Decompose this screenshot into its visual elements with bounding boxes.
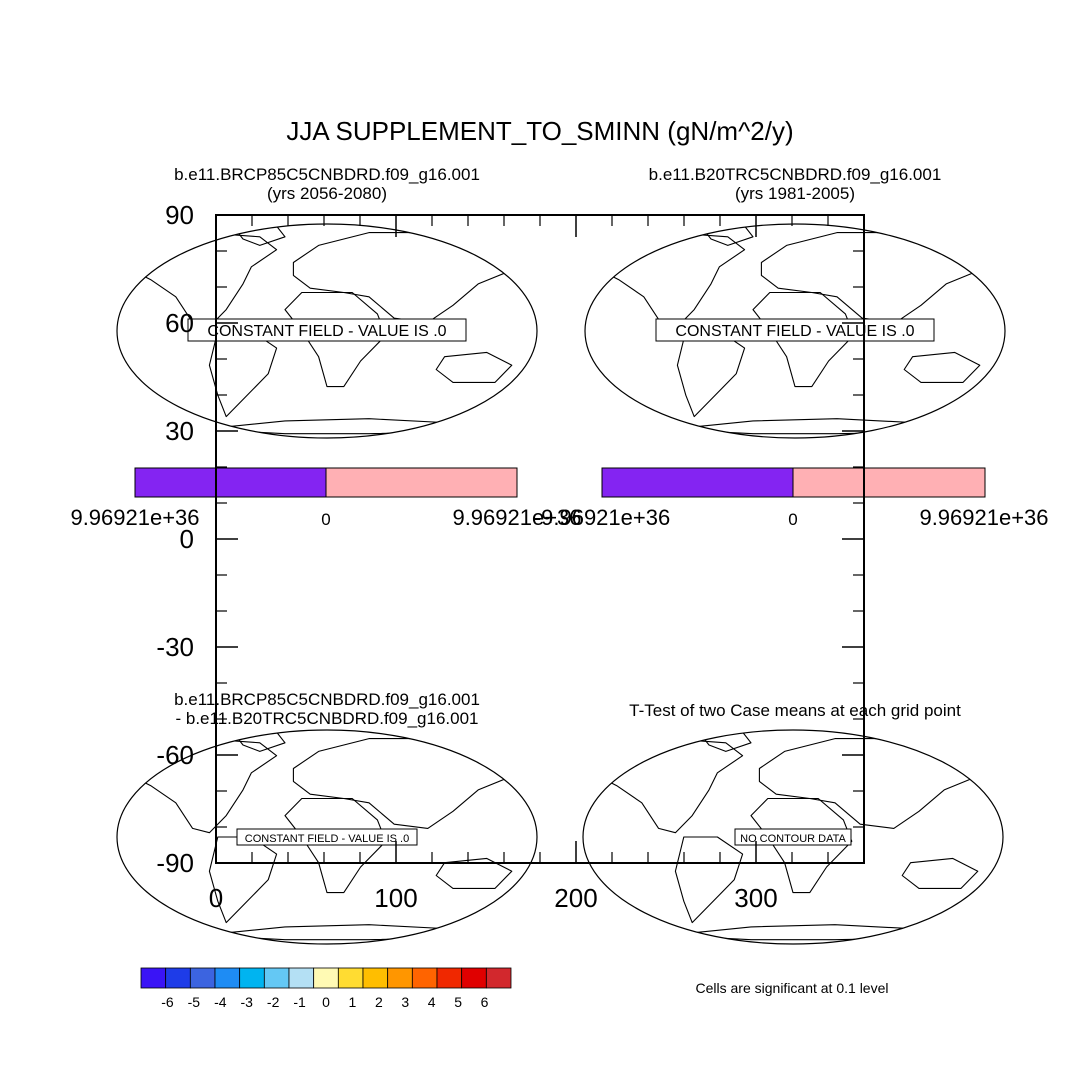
message-box-bottom-right	[734, 828, 852, 846]
message-bottom-left: CONSTANT FIELD - VALUE IS .0	[245, 833, 409, 845]
coastline-antarctica	[200, 924, 488, 941]
y-tick-label: 30	[165, 416, 194, 446]
coastline-north-america	[592, 232, 746, 328]
diff-colorbar-label: -1	[293, 994, 306, 1010]
map-top-left	[116, 223, 538, 439]
coastline-antarctica	[666, 924, 954, 941]
diff-colorbar-label: -5	[188, 994, 201, 1010]
diff-colorbar-label: -3	[240, 994, 253, 1010]
panel-case-bottom-left-line1: b.e11.BRCP85C5CNBDRD.f09_g16.001	[174, 690, 480, 709]
map-boundary	[584, 223, 1006, 439]
diff-colorbar-label: -6	[161, 994, 174, 1010]
diff-colorbar-swatch	[387, 967, 413, 989]
diff-colorbar-swatch	[140, 967, 167, 989]
diff-colorbar-swatch	[165, 967, 191, 989]
diff-colorbar-label: 2	[375, 994, 383, 1010]
message-bottom-right: NO CONTOUR DATA	[740, 833, 846, 845]
figure-title: JJA SUPPLEMENT_TO_SMINN (gN/m^2/y)	[286, 116, 793, 146]
coastline-australia	[903, 351, 981, 383]
diff-colorbar-label: 5	[454, 994, 462, 1010]
message-top-left: CONSTANT FIELD - VALUE IS .0	[207, 323, 446, 340]
diff-colorbar-swatch	[189, 967, 216, 989]
coastline-south-america	[208, 330, 278, 418]
coastline-australia	[435, 857, 513, 889]
colorbar-top-left-label-mid: 0	[321, 510, 330, 529]
diff-colorbar-label: 1	[349, 994, 357, 1010]
y-tick-label: -30	[156, 632, 194, 662]
y-tick-label: 90	[165, 200, 194, 230]
x-tick-label: 200	[554, 883, 597, 913]
diff-colorbar-swatch	[436, 967, 463, 989]
diff-colorbar-swatch	[313, 967, 339, 989]
diff-colorbar-label: -2	[267, 994, 280, 1010]
coastline-australia	[435, 351, 513, 383]
coastline-north-america	[124, 232, 278, 328]
colorbar-top-left-label-max: 9.96921e+36	[452, 505, 581, 530]
diff-colorbar-swatch	[263, 967, 290, 989]
coastline-africa	[750, 797, 853, 894]
diff-colorbar-label: 4	[428, 994, 436, 1010]
y-tick-label: 60	[165, 308, 194, 338]
y-tick-label: -60	[156, 740, 194, 770]
coastline-europe-asia	[292, 232, 521, 323]
difference-colorbar: -6 -5 -4 -3 -2 -1 0 1 2 3 4 5 6	[140, 967, 512, 1010]
diff-colorbar-swatch	[288, 967, 315, 989]
diff-colorbar-swatch	[362, 967, 389, 989]
coastline-south-america	[676, 330, 746, 418]
coastline-north-america	[124, 738, 278, 834]
panel-case-bottom-left-line2: - b.e11.B20TRC5CNBDRD.f09_g16.001	[175, 709, 478, 728]
panel-case-top-left: b.e11.BRCP85C5CNBDRD.f09_g16.001	[174, 165, 480, 184]
diff-colorbar-swatch	[214, 967, 241, 989]
message-top-right: CONSTANT FIELD - VALUE IS .0	[675, 323, 914, 340]
panel-title-bottom-right: T-Test of two Case means at each grid po…	[629, 701, 961, 720]
diff-colorbar-swatch	[239, 967, 265, 989]
diff-colorbar-swatch	[461, 967, 487, 989]
colorbar-top-right-label-max: 9.96921e+36	[919, 505, 1048, 530]
coastline-south-america	[674, 836, 744, 924]
diff-colorbar-label: 6	[481, 994, 489, 1010]
coastline-europe-asia	[758, 738, 987, 829]
diff-colorbar-label: 3	[401, 994, 409, 1010]
colorbar-top-left-swatch-high	[325, 467, 518, 498]
panel-case-top-right: b.e11.B20TRC5CNBDRD.f09_g16.001	[649, 165, 942, 184]
y-tick-label: -90	[156, 848, 194, 878]
diff-colorbar-swatch	[411, 967, 438, 989]
diff-colorbar-label: 0	[322, 994, 330, 1010]
map-boundary	[116, 223, 538, 439]
message-box-top-left	[187, 318, 467, 342]
panel-years-top-right: (yrs 1981-2005)	[735, 184, 855, 203]
coastline-antarctica	[200, 418, 488, 435]
message-box-bottom-left	[236, 828, 418, 846]
x-tick-label: 0	[209, 883, 223, 913]
y-tick-label: 0	[180, 524, 194, 554]
coastline-europe-asia	[292, 738, 521, 829]
colorbar-top-right-swatch-high	[792, 467, 986, 498]
colorbar-top-right-label-min: -9.96921e+36	[534, 505, 670, 530]
panel-years-top-left: (yrs 2056-2080)	[267, 184, 387, 203]
significance-note: Cells are significant at 0.1 level	[696, 980, 889, 996]
axes-frame	[215, 214, 865, 864]
map-boundary	[582, 729, 1004, 945]
coastline-australia	[901, 857, 979, 889]
map-boundary	[116, 729, 538, 945]
colorbar-top-right-swatch-low	[601, 467, 794, 498]
x-tick-label: 100	[374, 883, 417, 913]
coastline-antarctica	[668, 418, 956, 435]
colorbar-top-left-swatch-low	[134, 467, 327, 498]
coastline-africa	[284, 797, 387, 894]
diff-colorbar-swatch	[337, 967, 364, 989]
coastline-europe-asia	[760, 232, 989, 323]
coastline-north-america	[590, 738, 744, 834]
diff-colorbar-swatch	[485, 967, 512, 989]
colorbar-top-left-label-min: 9.96921e+36	[70, 505, 199, 530]
colorbar-top-right-label-mid: 0	[788, 510, 797, 529]
diff-colorbar-label: -4	[214, 994, 227, 1010]
x-tick-label: 300	[734, 883, 777, 913]
